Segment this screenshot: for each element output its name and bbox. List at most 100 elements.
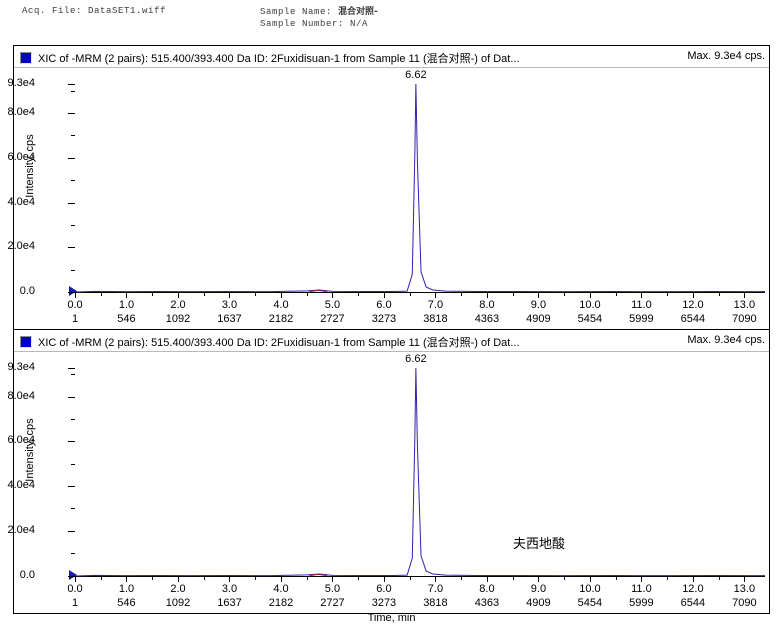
x-axis-minor-tick: [255, 293, 257, 296]
y-axis-minor-tick: [71, 224, 75, 226]
chromatogram-trace: [74, 83, 766, 293]
panel-1-title: XIC of -MRM (2 pairs): 515.400/393.400 D…: [38, 53, 520, 65]
panel-2-plot-region[interactable]: Intensity, cps 夫西地酸 6.62 Time, min 9.3e4…: [7, 352, 769, 624]
panel-2-titlebar: XIC of -MRM (2 pairs): 515.400/393.400 D…: [14, 329, 769, 352]
x-axis-time-label: 11.0: [631, 299, 652, 311]
panel-2-plot-area[interactable]: 夫西地酸 6.62: [69, 353, 766, 580]
x-axis-time-label: 10.0: [579, 582, 601, 595]
x-axis-time-label: 11.0: [631, 582, 652, 595]
x-axis-minor-tick: [100, 576, 102, 580]
x-axis-tick: [75, 293, 76, 298]
y-axis-minor-tick: [71, 135, 75, 137]
x-axis-tick: [177, 576, 179, 582]
x-axis-tick: [126, 576, 128, 582]
x-axis-time-label: 12.0: [682, 299, 704, 311]
x-axis-scan-label: 6544: [680, 596, 706, 609]
y-axis-tick-label: 9.3e4: [7, 360, 35, 373]
x-axis-minor-tick: [615, 293, 617, 296]
panel-2-x-axis-line: [75, 575, 765, 577]
x-axis-scan-label: 7090: [732, 313, 757, 325]
x-axis-scan-label: 546: [117, 313, 136, 325]
panel-1-plot-region[interactable]: Intensity, cps 6.62 Time, min 9.3e48.0e4…: [7, 68, 769, 340]
x-axis-scan-label: 2182: [268, 596, 294, 609]
x-axis-minor-tick: [203, 576, 205, 580]
x-axis-minor-tick: [512, 293, 514, 296]
origin-triangle-icon: [69, 569, 77, 580]
chromatogram-panel-1[interactable]: XIC of -MRM (2 pairs): 515.400/393.400 D…: [7, 46, 769, 340]
x-axis-scan-label: 3273: [371, 313, 397, 325]
x-axis-tick: [538, 576, 540, 582]
x-axis-scan-label: 1637: [217, 313, 242, 325]
x-axis-time-label: 8.0: [479, 299, 495, 311]
x-axis-scan-label: 4909: [526, 596, 551, 609]
panel-1-max-intensity: Max. 9.3e4 cps.: [687, 50, 765, 62]
y-axis-minor-tick: [71, 553, 75, 555]
x-axis-tick: [435, 293, 437, 298]
x-axis-scan-label: 1637: [217, 596, 242, 609]
x-axis-minor-tick: [667, 576, 669, 580]
x-axis-time-label: 3.0: [221, 299, 238, 311]
x-axis-scan-label: 1092: [165, 596, 191, 609]
x-axis-time-label: 12.0: [682, 582, 704, 595]
x-axis-tick: [280, 576, 282, 582]
y-axis-minor-tick: [71, 418, 75, 420]
legend-color-swatch-icon: [20, 52, 32, 64]
x-axis-minor-tick: [718, 576, 720, 580]
y-axis-tick: [68, 530, 75, 532]
x-axis-minor-tick: [152, 293, 154, 296]
x-axis-minor-tick: [409, 576, 411, 580]
y-axis-minor-tick: [71, 463, 75, 465]
x-axis-tick: [589, 576, 591, 582]
chromatogram-panel-2[interactable]: XIC of -MRM (2 pairs): 515.400/393.400 D…: [7, 329, 769, 624]
x-axis-minor-tick: [358, 293, 360, 296]
x-axis-tick: [229, 293, 231, 298]
y-axis-minor-tick: [71, 508, 75, 510]
sample-number-label: Sample Number: N/A: [260, 19, 369, 29]
x-axis-tick: [435, 576, 437, 582]
x-axis-time-label: 9.0: [530, 582, 547, 595]
x-axis-time-label: 5.0: [324, 582, 341, 595]
y-axis-minor-tick: [71, 374, 75, 376]
x-axis-minor-tick: [615, 576, 617, 580]
trace-line: [309, 289, 328, 293]
x-axis-tick: [229, 576, 231, 582]
panel-1-plot-area[interactable]: 6.62: [69, 69, 766, 296]
x-axis-scan-label: 5454: [577, 313, 603, 325]
x-axis-scan-label: 1: [71, 313, 79, 325]
compound-annotation: 夫西地酸: [513, 536, 566, 552]
x-axis-scan-label: 546: [117, 596, 136, 609]
y-axis-tick-label: 2.0e4: [7, 240, 35, 253]
x-axis-minor-tick: [564, 576, 566, 580]
panel-2-y-axis-title: Intensity, cps: [24, 417, 36, 482]
x-axis-tick: [589, 293, 591, 298]
panel-2-x-axis-title: Time, min: [367, 611, 416, 624]
panel-1-titlebar: XIC of -MRM (2 pairs): 515.400/393.400 D…: [14, 46, 769, 68]
sample-name-value: 混合对照-: [338, 7, 378, 17]
peak-retention-time-label: 6.62: [405, 352, 427, 365]
trace-line: [74, 367, 766, 576]
y-axis-tick: [68, 113, 75, 115]
x-axis-scan-label: 2727: [320, 596, 345, 609]
x-axis-minor-tick: [306, 293, 308, 296]
x-axis-time-label: 2.0: [170, 582, 186, 595]
trace-line: [74, 83, 766, 293]
x-axis-tick: [744, 576, 746, 582]
trace-line: [309, 573, 328, 576]
y-axis-tick: [68, 247, 75, 249]
panel-1-y-axis-title: Intensity, cps: [24, 134, 36, 198]
acq-file-label: Acq. File: DataSET1.wiff: [22, 6, 167, 16]
x-axis-time-label: 7.0: [427, 582, 444, 595]
x-axis-time-label: 13.0: [733, 299, 756, 311]
y-axis-tick-label: 6.0e4: [7, 434, 35, 447]
y-axis-minor-tick: [71, 269, 75, 271]
x-axis-scan-label: 4363: [474, 596, 500, 609]
y-axis-tick-label: 8.0e4: [7, 389, 35, 402]
x-axis-scan-label: 7090: [732, 596, 757, 609]
y-axis-tick: [68, 84, 75, 85]
x-axis-tick: [75, 576, 76, 582]
x-axis-scan-label: 2727: [320, 313, 345, 325]
panel-2-title: XIC of -MRM (2 pairs): 515.400/393.400 D…: [38, 336, 520, 349]
x-axis-minor-tick: [306, 576, 308, 580]
x-axis-time-label: 2.0: [170, 299, 186, 311]
x-axis-tick: [641, 293, 643, 298]
